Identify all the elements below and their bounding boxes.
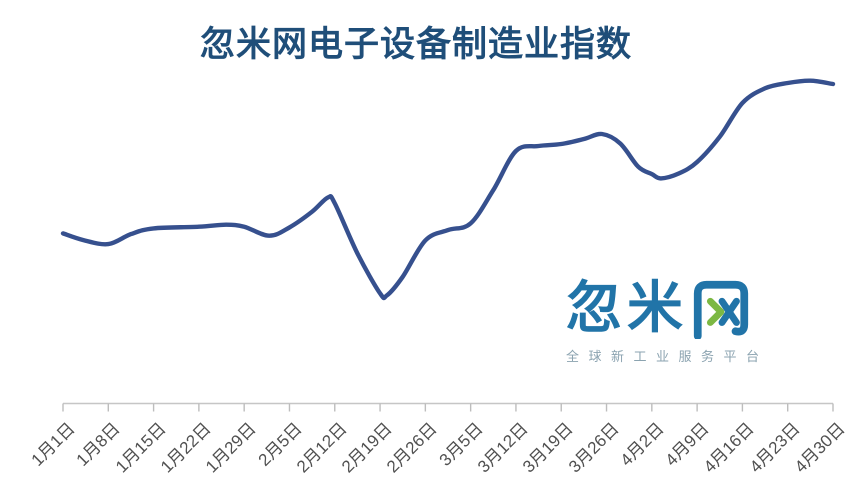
chart-title: 忽米网电子设备制造业指数: [199, 25, 632, 64]
index-line-series: [60, 78, 836, 301]
humi-logo: 忽米: [566, 276, 776, 340]
humi-watermark: 忽米 全球新工业服务平台: [566, 276, 776, 365]
humi-logo-text: 忽米: [566, 276, 688, 339]
x-axis: [62, 402, 834, 412]
humi-logo-tagline: 全球新工业服务平台: [566, 349, 769, 364]
humi-logo-wang-icon: [693, 280, 749, 339]
